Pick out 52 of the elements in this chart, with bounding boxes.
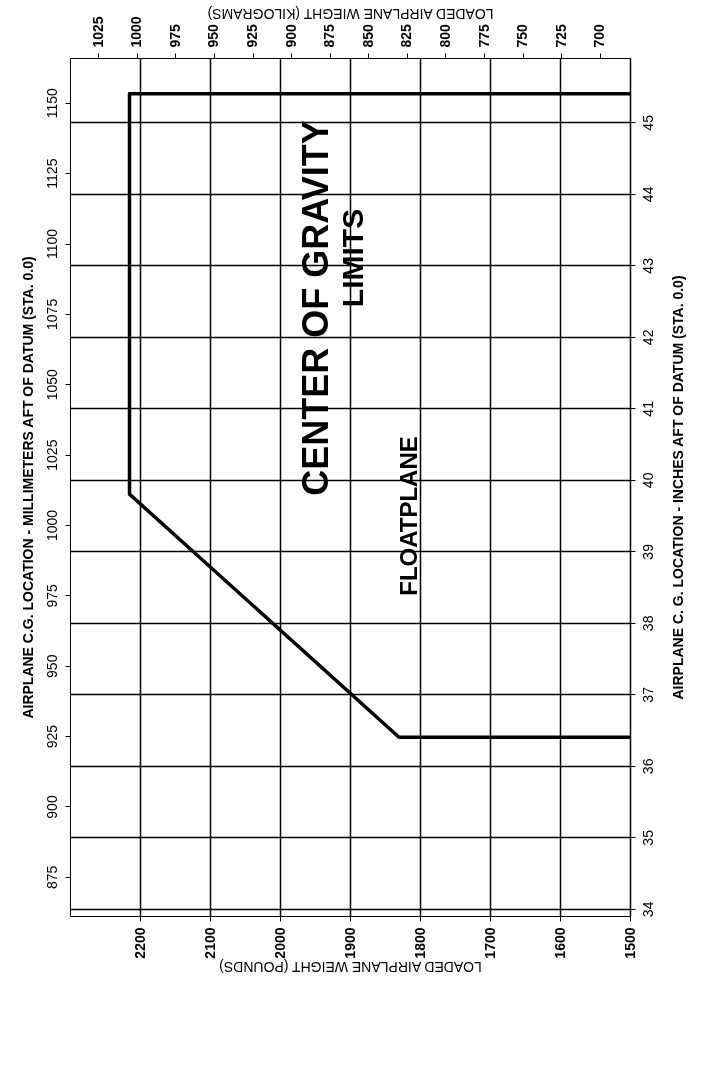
y-tick-label: 41 bbox=[639, 400, 656, 417]
y-tick-label: 40 bbox=[639, 472, 656, 489]
x-tick-label: 1700 bbox=[481, 927, 498, 959]
x2-tick-label: 900 bbox=[282, 23, 299, 48]
x-tick-label: 1900 bbox=[341, 927, 358, 959]
x2-tick-label: 700 bbox=[591, 23, 608, 48]
x2-tick-label: 775 bbox=[475, 23, 492, 48]
y-tick-label: 36 bbox=[639, 758, 656, 775]
y2-tick-label: 900 bbox=[43, 795, 60, 819]
y-tick-label: 34 bbox=[639, 901, 656, 918]
y-tick-label: 42 bbox=[639, 329, 656, 346]
y2-tick-label: 1125 bbox=[43, 158, 60, 189]
x-tick-label: 1600 bbox=[551, 927, 568, 959]
y-tick-label: 45 bbox=[639, 114, 656, 131]
y-tick-label: 35 bbox=[639, 829, 656, 846]
x-tick-label: 2100 bbox=[201, 927, 218, 959]
y2-tick-label: 950 bbox=[43, 654, 60, 678]
x-tick-label: 1800 bbox=[411, 927, 428, 959]
y2-tick-label: 925 bbox=[43, 724, 60, 749]
y2-tick-label: 1000 bbox=[43, 509, 60, 542]
x2-tick-label: 950 bbox=[205, 23, 222, 48]
y-tick-label: 43 bbox=[639, 257, 656, 274]
y2-tick-label: 1150 bbox=[43, 87, 60, 119]
y2-tick-label: 1100 bbox=[43, 228, 60, 260]
x2-tick-label: 1025 bbox=[89, 16, 106, 48]
y2-tick-label: 1050 bbox=[43, 368, 60, 401]
x2-tick-label: 825 bbox=[398, 23, 415, 48]
x2-tick-label: 875 bbox=[321, 23, 338, 48]
y2-tick-label: 1075 bbox=[43, 298, 60, 330]
annotation: FLOATPLANE bbox=[395, 436, 422, 596]
y2-tick-label: 975 bbox=[43, 583, 60, 608]
x2-tick-label: 975 bbox=[166, 23, 183, 48]
x2-tick-label: 725 bbox=[552, 23, 569, 48]
y-axis-title: AIRPLANE C. G. LOCATION - INCHES AFT OF DATUM (STA. 0.0) bbox=[669, 275, 686, 700]
y-tick-label: 38 bbox=[639, 615, 656, 632]
y2-tick-label: 1025 bbox=[43, 439, 60, 471]
x2-tick-label: 1000 bbox=[128, 16, 145, 48]
y-tick-label: 39 bbox=[639, 543, 656, 560]
x-axis-title: LOADED AIRPLANE WEIGHT (POUNDS) bbox=[219, 958, 482, 975]
y2-axis-title: AIRPLANE C.G. LOCATION - MILLIMETERS AFT OF DATUM (STA. 0.0) bbox=[19, 256, 36, 719]
y-tick-label: 44 bbox=[639, 186, 656, 203]
x2-tick-label: 800 bbox=[436, 23, 453, 48]
x2-tick-label: 850 bbox=[359, 23, 376, 48]
annotation: CENTER OF GRAVITY bbox=[295, 120, 336, 496]
x2-axis-title: LOADED AIRPLANE WIEGHT (KILOGRAMS) bbox=[207, 6, 494, 23]
x-tick-label: 2000 bbox=[271, 927, 288, 959]
x2-tick-label: 750 bbox=[514, 23, 531, 48]
x-tick-label: 2200 bbox=[131, 927, 148, 959]
y-tick-label: 37 bbox=[639, 686, 656, 703]
x2-tick-label: 925 bbox=[244, 23, 261, 48]
x-tick-label: 1500 bbox=[621, 927, 638, 959]
y2-tick-label: 875 bbox=[43, 865, 60, 890]
